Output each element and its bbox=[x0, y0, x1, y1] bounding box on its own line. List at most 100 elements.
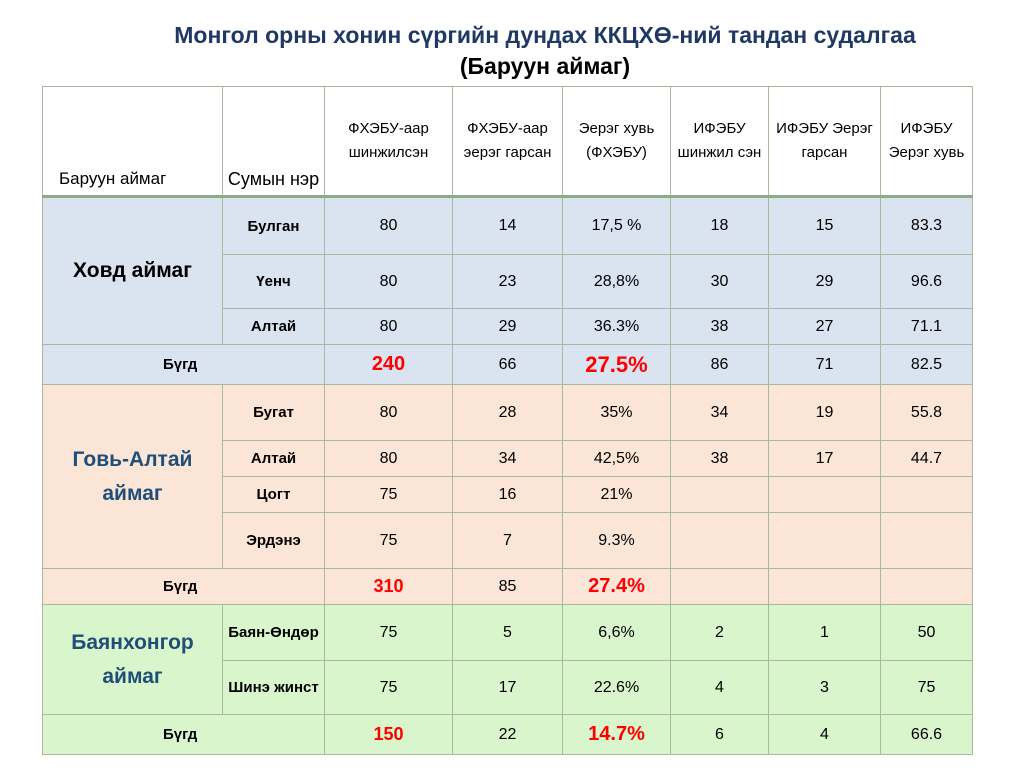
total-c2: 85 bbox=[452, 568, 563, 605]
cell-c5: 3 bbox=[768, 660, 881, 715]
aimag-cell: Говь-Алтай аймаг bbox=[42, 384, 223, 569]
cell-c6: 96.6 bbox=[880, 254, 973, 309]
table-row: Алтай 80 29 36.3% 38 27 71.1 bbox=[43, 308, 973, 345]
cell-c2: 17 bbox=[452, 660, 563, 715]
aimag-cell: Баянхонгор аймаг bbox=[42, 604, 223, 715]
cell-c4: 38 bbox=[670, 440, 769, 477]
cell-c3: 22.6% bbox=[562, 660, 671, 715]
cell-c2: 29 bbox=[452, 308, 563, 345]
cell-c1: 80 bbox=[324, 196, 453, 255]
cell-c3: 17,5 % bbox=[562, 196, 671, 255]
cell-c4 bbox=[670, 476, 769, 513]
total-c3: 27.4% bbox=[562, 568, 671, 605]
total-c5 bbox=[768, 568, 881, 605]
cell-c6 bbox=[880, 476, 973, 513]
cell-c1: 75 bbox=[324, 476, 453, 513]
cell-c1: 75 bbox=[324, 660, 453, 715]
total-row: Бүгд 310 85 27.4% bbox=[42, 568, 973, 605]
cell-c4: 30 bbox=[670, 254, 769, 309]
cell-c3: 28,8% bbox=[562, 254, 671, 309]
table-row: Баянхонгор аймаг Баян-Өндөр 75 5 6,6% 2 … bbox=[42, 604, 973, 715]
cell-c1: 80 bbox=[324, 254, 453, 309]
sum-cell: Үенч bbox=[222, 254, 325, 309]
cell-c2: 23 bbox=[452, 254, 563, 309]
cell-c6: 44.7 bbox=[880, 440, 973, 477]
cell-c6: 75 bbox=[880, 660, 973, 715]
cell-c6: 50 bbox=[880, 604, 973, 661]
cell-c4: 2 bbox=[670, 604, 769, 661]
cell-c3: 21% bbox=[562, 476, 671, 513]
cell-c4: 34 bbox=[670, 384, 769, 441]
header-sum: Сумын нэр bbox=[222, 86, 325, 198]
total-c6: 82.5 bbox=[880, 344, 973, 385]
total-c5: 71 bbox=[768, 344, 881, 385]
aimag-cell: Ховд аймаг bbox=[42, 196, 223, 345]
sum-cell: Баян-Өндөр bbox=[222, 604, 325, 661]
cell-c1: 75 bbox=[324, 604, 453, 661]
cell-c2: 7 bbox=[452, 512, 563, 569]
cell-c3: 9.3% bbox=[562, 512, 671, 569]
total-c1: 150 bbox=[324, 714, 453, 755]
table-row: Ховд аймаг Булган 80 14 17,5 % 18 15 83.… bbox=[42, 196, 973, 345]
total-row: Бүгд 240 66 27.5% 86 71 82.5 bbox=[42, 344, 973, 385]
sum-cell: Бугат bbox=[222, 384, 325, 441]
cell-c5: 17 bbox=[768, 440, 881, 477]
sum-cell: Булган bbox=[222, 196, 325, 255]
page-title: Монгол орны хонин сүргийн дундах ККЦХӨ-н… bbox=[174, 22, 916, 48]
header-aimag: Баруун аймаг bbox=[42, 86, 223, 198]
sum-cell: Эрдэнэ bbox=[222, 512, 325, 569]
table-row: Эрдэнэ 75 7 9.3% bbox=[43, 512, 973, 569]
cell-c5: 29 bbox=[768, 254, 881, 309]
total-c6 bbox=[880, 568, 973, 605]
cell-c5 bbox=[768, 512, 881, 569]
cell-c4: 18 bbox=[670, 196, 769, 255]
sum-cell: Цогт bbox=[222, 476, 325, 513]
cell-c3: 42,5% bbox=[562, 440, 671, 477]
total-row: Бүгд 150 22 14.7% 6 4 66.6 bbox=[42, 714, 973, 755]
total-label: Бүгд bbox=[42, 344, 325, 385]
total-c2: 66 bbox=[452, 344, 563, 385]
sum-cell: Шинэ жинст bbox=[222, 660, 325, 715]
cell-c1: 80 bbox=[324, 440, 453, 477]
cell-c5: 15 bbox=[768, 196, 881, 255]
cell-c2: 34 bbox=[452, 440, 563, 477]
header-c1: ФХЭБУ-аар шинжилсэн bbox=[324, 86, 453, 198]
cell-c5: 1 bbox=[768, 604, 881, 661]
cell-c1: 75 bbox=[324, 512, 453, 569]
survey-table: Баруун аймаг Сумын нэр ФХЭБУ-аар шинжилс… bbox=[42, 86, 973, 755]
cell-c4: 38 bbox=[670, 308, 769, 345]
cell-c2: 14 bbox=[452, 196, 563, 255]
cell-c3: 35% bbox=[562, 384, 671, 441]
total-c5: 4 bbox=[768, 714, 881, 755]
cell-c6 bbox=[880, 512, 973, 569]
header-c5: ИФЭБУ Эерэг гарсан bbox=[768, 86, 881, 198]
total-label: Бүгд bbox=[42, 714, 325, 755]
sum-cell: Алтай bbox=[222, 440, 325, 477]
table-row: Үенч 80 23 28,8% 30 29 96.6 bbox=[43, 254, 973, 309]
cell-c4: 4 bbox=[670, 660, 769, 715]
cell-c5 bbox=[768, 476, 881, 513]
cell-c2: 28 bbox=[452, 384, 563, 441]
total-c2: 22 bbox=[452, 714, 563, 755]
cell-c1: 80 bbox=[324, 384, 453, 441]
cell-c3: 36.3% bbox=[562, 308, 671, 345]
total-c1: 240 bbox=[324, 344, 453, 385]
cell-c1: 80 bbox=[324, 308, 453, 345]
cell-c6: 55.8 bbox=[880, 384, 973, 441]
total-c4: 6 bbox=[670, 714, 769, 755]
header-c6: ИФЭБУ Эерэг хувь bbox=[880, 86, 973, 198]
cell-c4 bbox=[670, 512, 769, 569]
table-row: Цогт 75 16 21% bbox=[43, 476, 973, 513]
header-row: Баруун аймаг Сумын нэр ФХЭБУ-аар шинжилс… bbox=[42, 86, 973, 198]
total-c3: 27.5% bbox=[562, 344, 671, 385]
cell-c2: 5 bbox=[452, 604, 563, 661]
cell-c6: 83.3 bbox=[880, 196, 973, 255]
table-row: Говь-Алтай аймаг Бугат 80 28 35% 34 19 5… bbox=[42, 384, 973, 569]
total-label: Бүгд bbox=[42, 568, 325, 605]
total-c3: 14.7% bbox=[562, 714, 671, 755]
header-c3: Эерэг хувь (ФХЭБУ) bbox=[562, 86, 671, 198]
table-row: Шинэ жинст 75 17 22.6% 4 3 75 bbox=[43, 660, 973, 715]
cell-c2: 16 bbox=[452, 476, 563, 513]
total-c4 bbox=[670, 568, 769, 605]
total-c4: 86 bbox=[670, 344, 769, 385]
